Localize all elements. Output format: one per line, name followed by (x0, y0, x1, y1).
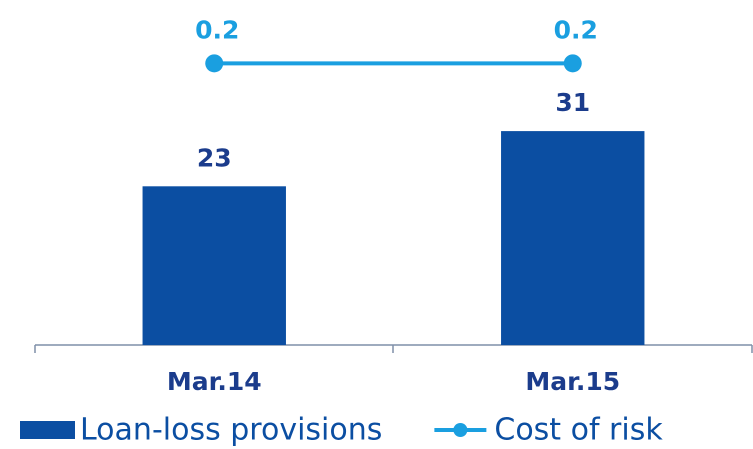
value-label: 0.2 (554, 15, 598, 44)
legend-label: Loan-loss provisions (80, 413, 382, 448)
x-tick-label: Mar.14 (167, 367, 262, 396)
x-tick-label: Mar.15 (525, 367, 620, 396)
legend-swatch (453, 423, 468, 437)
legend-label: Cost of risk (494, 413, 663, 448)
line-point (563, 54, 582, 73)
line-point (205, 54, 224, 73)
legend-swatch (20, 421, 75, 439)
bar (142, 186, 286, 345)
bar (501, 131, 645, 345)
value-label: 31 (555, 88, 590, 117)
value-label: 23 (197, 143, 232, 172)
value-label: 0.2 (195, 15, 239, 44)
